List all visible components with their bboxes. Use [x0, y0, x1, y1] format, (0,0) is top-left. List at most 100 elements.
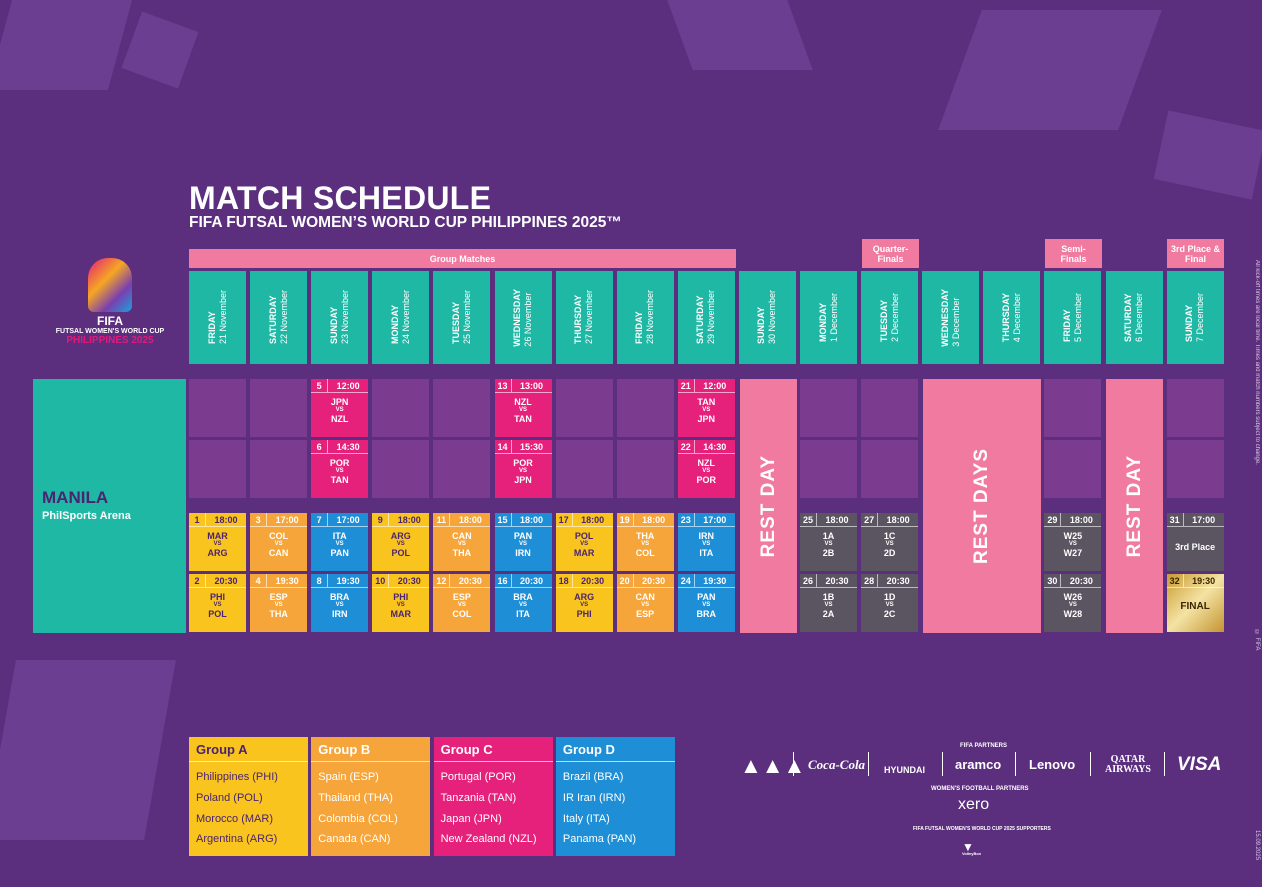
empty-slot	[1166, 379, 1224, 437]
away-team: PHI	[576, 609, 592, 619]
match-card[interactable]: 11 18:00 CAN VS THA	[433, 513, 491, 571]
group-table: Group B Spain (ESP) Thailand (THA) Colombia…	[311, 737, 431, 856]
home-team: 1B	[822, 592, 835, 602]
match-teams: PAN VS IRN	[495, 527, 552, 558]
match-header: 20 20:30	[616, 574, 674, 588]
match-number: 32	[1167, 574, 1184, 587]
day-header: FRIDAY 5 December	[1044, 271, 1102, 364]
match-card[interactable]: 1 18:00 MAR VS ARG	[189, 513, 246, 571]
match-number: 9	[372, 513, 390, 526]
match-number: 7	[311, 513, 329, 526]
match-teams: ARG VS POL	[372, 527, 429, 558]
match-card[interactable]: 14 15:30 POR VS JPN	[494, 440, 552, 498]
match-card[interactable]: 9 18:00 ARG VS POL	[372, 513, 430, 571]
away-team: JPN	[697, 414, 716, 424]
match-card[interactable]: 4 19:30 ESP VS THA	[250, 574, 308, 632]
day-name: WEDNESDAY	[939, 288, 950, 347]
kickoff-time: 20:30	[642, 575, 666, 586]
match-card[interactable]: 23 17:00 IRN VS ITA	[677, 513, 735, 571]
match-card[interactable]: 20 20:30 CAN VS ESP	[616, 574, 674, 632]
match-card[interactable]: 12 20:30 ESP VS COL	[433, 574, 491, 632]
partners-label: FIFA PARTNERS	[960, 743, 1008, 749]
sponsor-divider	[942, 752, 943, 776]
match-card[interactable]: 7 17:00 ITA VS PAN	[311, 513, 369, 571]
match-teams: PHI VS POL	[189, 588, 246, 619]
group-name: Group D	[562, 741, 615, 757]
match-header: 15 18:00	[494, 513, 552, 527]
match-card[interactable]: 26 20:30 1B VS 2A	[800, 574, 857, 632]
vs-label: VS	[641, 602, 650, 608]
match-card[interactable]: 25 18:00 1A VS 2B	[800, 513, 857, 571]
match-card[interactable]: 5 12:00 JPN VS NZL	[311, 379, 369, 437]
vs-label: VS	[335, 468, 344, 474]
match-header: 32 19:30	[1166, 574, 1224, 588]
vs-label: VS	[457, 541, 466, 547]
away-team: THA	[269, 609, 288, 619]
match-teams: POR VS TAN	[311, 454, 368, 485]
day-name: THURSDAY	[1000, 292, 1011, 343]
away-team: IRN	[515, 548, 531, 558]
match-card[interactable]: 10 20:30 PHI VS MAR	[372, 574, 430, 632]
tournament-logo: FIFA FUTSAL WOMEN'S WORLD CUP PHILIPPINE…	[44, 258, 176, 368]
venue-city: MANILA	[42, 488, 109, 507]
match-header: 26 20:30	[800, 574, 857, 588]
side-copyright: © FIFA	[1254, 630, 1260, 651]
logo-text-event: FUTSAL WOMEN'S WORLD CUP	[55, 328, 165, 335]
match-card[interactable]: 6 14:30 POR VS TAN	[311, 440, 369, 498]
match-card[interactable]: 24 19:30 PAN VS BRA	[677, 574, 735, 632]
kickoff-time: 17:00	[1192, 514, 1216, 525]
sponsor-divider	[1015, 752, 1016, 776]
team-entry: Spain (ESP)	[318, 771, 379, 783]
match-header: 3 17:00	[250, 513, 308, 527]
day-header-text: MONDAY 1 December	[818, 293, 840, 342]
day-name: FRIDAY	[634, 311, 645, 345]
vs-label: VS	[702, 602, 711, 608]
day-header-text: THURSDAY 4 December	[1001, 293, 1023, 342]
match-teams: NZL VS TAN	[495, 393, 552, 424]
kickoff-time: 18:00	[458, 514, 482, 525]
group-name: Group B	[318, 741, 371, 757]
match-card[interactable]: 3 17:00 COL VS CAN	[250, 513, 308, 571]
vs-label: VS	[274, 541, 283, 547]
away-team: JPN	[514, 475, 532, 485]
team-entry: Argentina (ARG)	[196, 833, 278, 846]
match-card[interactable]: 13 13:00 NZL VS TAN	[494, 379, 552, 437]
away-team: COL	[635, 548, 655, 558]
home-team: PAN	[697, 592, 716, 602]
day-header: THURSDAY 27 November	[555, 271, 613, 364]
match-header: 1 18:00	[189, 513, 246, 527]
match-card[interactable]: 15 18:00 PAN VS IRN	[494, 513, 552, 571]
match-teams: PAN VS BRA	[678, 588, 735, 619]
match-card[interactable]: 28 20:30 1D VS 2C	[861, 574, 919, 632]
match-card[interactable]: 17 18:00 POL VS MAR	[555, 513, 613, 571]
match-header: 7 17:00	[311, 513, 369, 527]
match-card[interactable]: 32 19:30 FINAL	[1166, 574, 1224, 632]
match-card[interactable]: 29 18:00 W25 VS W27	[1044, 513, 1102, 571]
vs-label: VS	[885, 541, 894, 547]
kickoff-time: 20:30	[886, 575, 910, 586]
kickoff-time: 20:30	[397, 575, 421, 586]
match-card[interactable]: 31 17:00 3rd Place	[1166, 513, 1224, 571]
kickoff-time: 20:30	[1069, 575, 1093, 586]
match-card[interactable]: 22 14:30 NZL VS POR	[677, 440, 735, 498]
vs-label: VS	[335, 541, 344, 547]
sponsor-visa: VISA	[1177, 754, 1222, 775]
day-header: SATURDAY 29 November	[677, 271, 735, 364]
day-header-text: FRIDAY 5 December	[1062, 293, 1084, 342]
match-card[interactable]: 30 20:30 W26 VS W28	[1044, 574, 1102, 632]
day-date: 6 December	[1134, 292, 1144, 343]
match-card[interactable]: 27 18:00 1C VS 2D	[861, 513, 919, 571]
match-card[interactable]: 2 20:30 PHI VS POL	[189, 574, 246, 632]
match-number: 8	[311, 574, 329, 587]
match-teams: BRA VS IRN	[311, 588, 368, 619]
day-name: THURSDAY	[573, 295, 584, 345]
match-card[interactable]: 21 12:00 TAN VS JPN	[677, 379, 735, 437]
match-card[interactable]: 8 19:30 BRA VS IRN	[311, 574, 369, 632]
day-name: SUNDAY	[1184, 304, 1195, 343]
match-card[interactable]: 18 20:30 ARG VS PHI	[555, 574, 613, 632]
match-card[interactable]: 19 18:00 THA VS COL	[616, 513, 674, 571]
empty-slot	[861, 440, 919, 498]
sponsor-divider	[1090, 752, 1091, 776]
away-team: CAN	[268, 548, 289, 558]
match-card[interactable]: 16 20:30 BRA VS ITA	[494, 574, 552, 632]
